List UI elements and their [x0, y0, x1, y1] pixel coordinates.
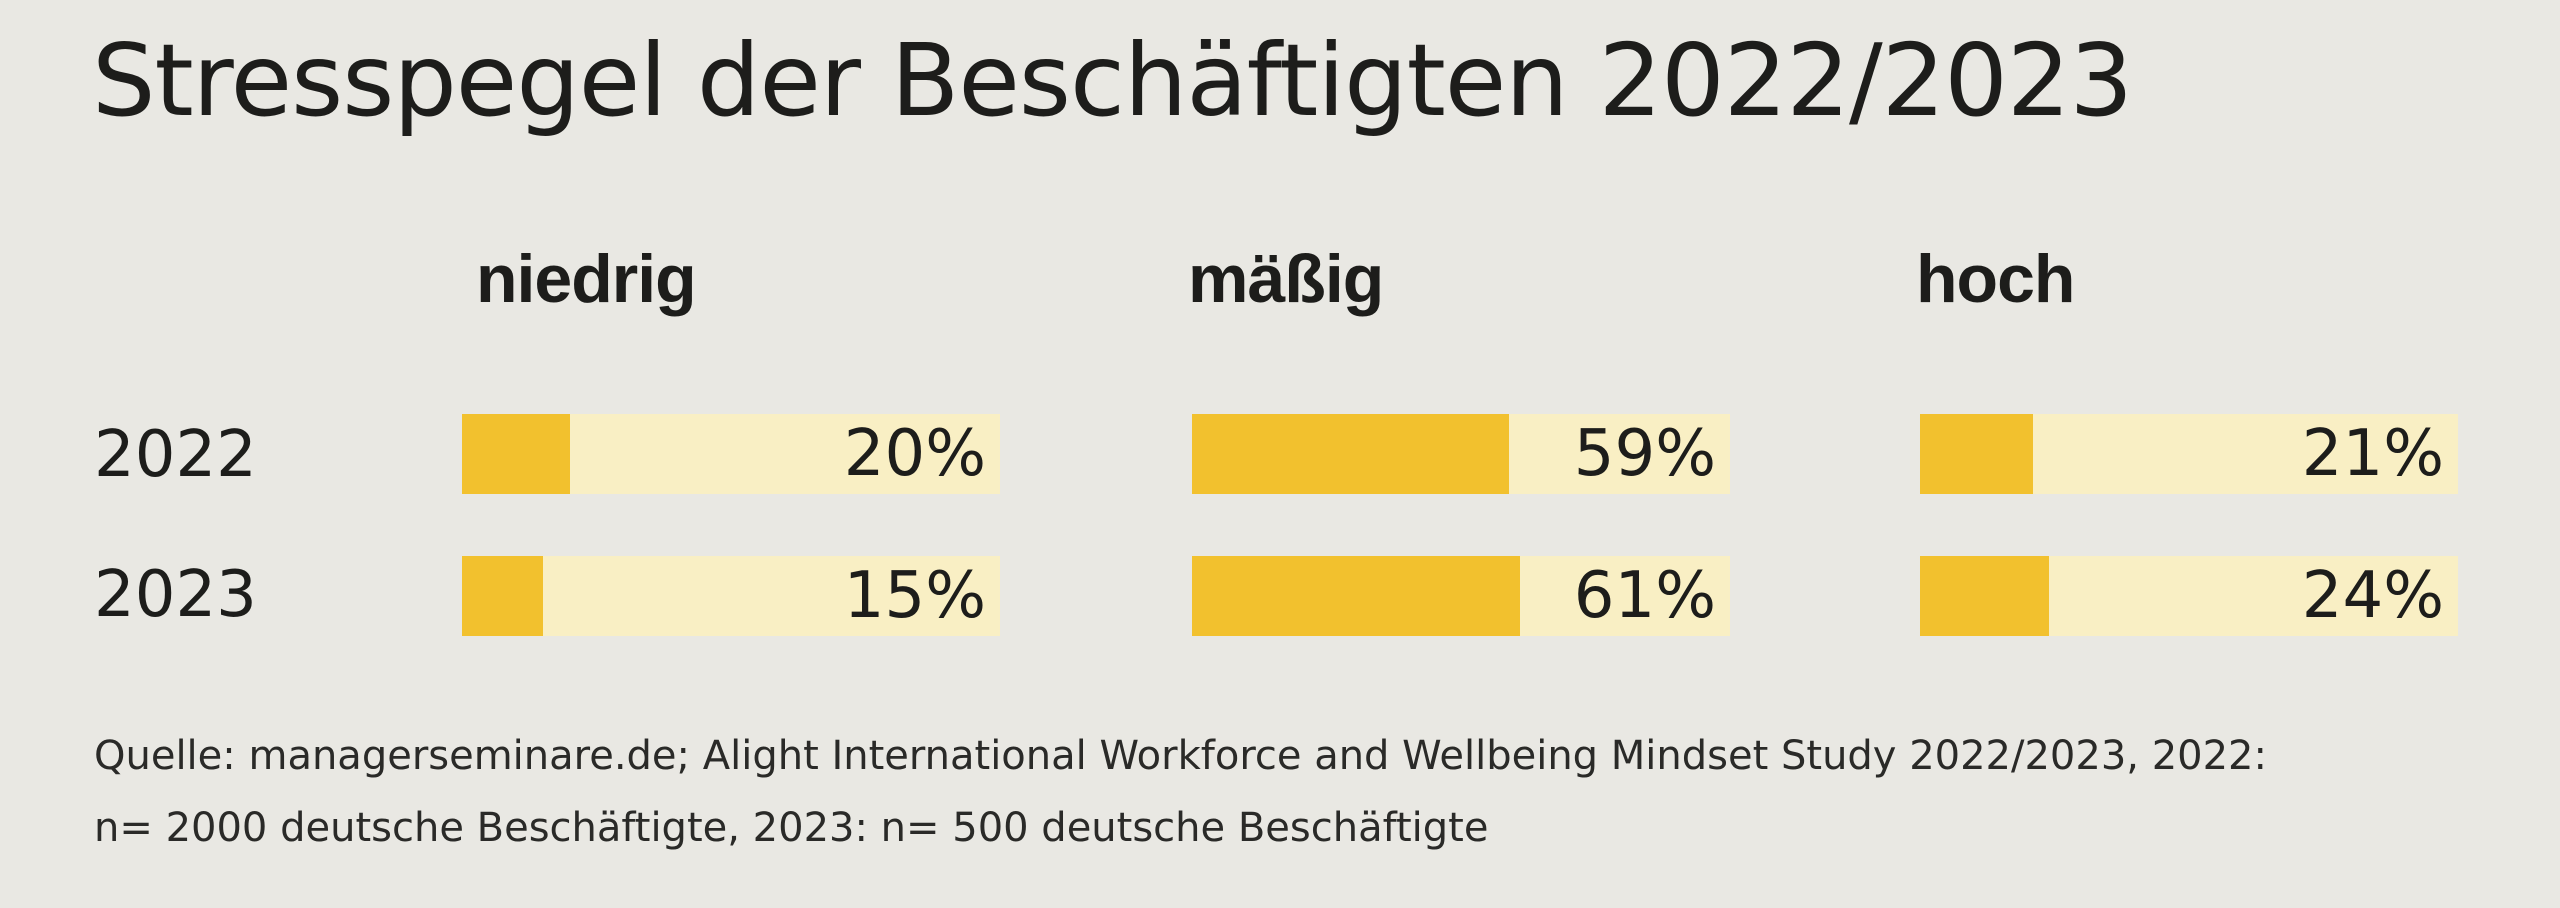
chart-title: Stresspegel der Beschäftigten 2022/2023: [92, 22, 2133, 139]
source-line-2: n= 2000 deutsche Beschäftigte, 2023: n= …: [94, 805, 1489, 851]
category-label-maessig: mäßig: [1188, 241, 1384, 317]
value-label-2023-maessig: 61%: [1573, 559, 1716, 633]
bar-track-2022-hoch: 21%: [1920, 414, 2458, 494]
source-line-1: Quelle: managerseminare.de; Alight Inter…: [94, 733, 2267, 779]
value-label-2022-hoch: 21%: [2301, 417, 2444, 491]
bar-2022-maessig: [1192, 414, 1509, 494]
year-label-2022: 2022: [94, 418, 257, 492]
value-label-2022-niedrig: 20%: [843, 417, 986, 491]
bar-track-2023-hoch: 24%: [1920, 556, 2458, 636]
bar-2023-hoch: [1920, 556, 2049, 636]
category-label-niedrig: niedrig: [476, 241, 697, 317]
bar-track-2022-niedrig: 20%: [462, 414, 1000, 494]
value-label-2022-maessig: 59%: [1573, 417, 1716, 491]
category-label-hoch: hoch: [1916, 241, 2075, 317]
bar-track-2022-maessig: 59%: [1192, 414, 1730, 494]
value-label-2023-hoch: 24%: [2301, 559, 2444, 633]
bar-track-2023-maessig: 61%: [1192, 556, 1730, 636]
year-label-2023: 2023: [94, 558, 257, 632]
bar-track-2023-niedrig: 15%: [462, 556, 1000, 636]
bar-2023-maessig: [1192, 556, 1520, 636]
value-label-2023-niedrig: 15%: [843, 559, 986, 633]
bar-2022-hoch: [1920, 414, 2033, 494]
bar-2022-niedrig: [462, 414, 570, 494]
bar-2023-niedrig: [462, 556, 543, 636]
source-note: Quelle: managerseminare.de; Alight Inter…: [94, 720, 2514, 864]
